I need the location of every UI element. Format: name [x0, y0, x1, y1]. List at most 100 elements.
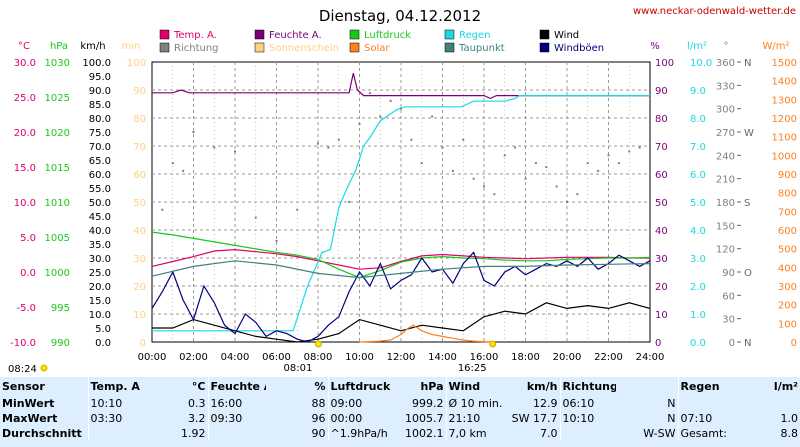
- direction-point: [586, 162, 589, 165]
- direction-point: [151, 216, 153, 219]
- y-tick-label: 10.0: [14, 198, 36, 209]
- stats-row-label: MaxWert: [2, 412, 58, 425]
- direction-point: [566, 201, 568, 203]
- y-tick-label: 15.0: [89, 296, 111, 307]
- legend-swatch: [349, 42, 360, 53]
- stats-direction-value: W-SW: [643, 427, 676, 440]
- y-tick-label: 0.0: [95, 338, 111, 349]
- direction-point: [379, 115, 382, 118]
- direction-point: [524, 177, 527, 180]
- y-tick-label: 270: [716, 128, 735, 139]
- stats-header-spacer: [616, 377, 678, 396]
- stats-direction-time: 10:10: [559, 411, 616, 426]
- series-line-wind: [152, 302, 651, 343]
- stats-row-label: Durchschnitt: [2, 427, 82, 440]
- y-tick-label: 40.0: [89, 226, 111, 237]
- y-tick-label: 360: [716, 58, 735, 69]
- stats-wind-note: 7,0 km: [445, 426, 504, 441]
- y-tick-label: 6.0: [690, 170, 706, 181]
- stats-header-wind-unit: km/h: [526, 380, 558, 393]
- y-tick-label: 1400: [772, 77, 797, 88]
- y-tick-label: 1015: [45, 163, 70, 174]
- direction-point: [607, 154, 610, 157]
- y-tick-label: 1000: [45, 268, 70, 279]
- series-line-windb-en: [151, 251, 651, 343]
- y-tick-label: 995: [51, 303, 70, 314]
- y-tick-label: 1300: [772, 95, 797, 106]
- y-tick-label: 600: [778, 226, 797, 237]
- direction-point: [296, 208, 299, 211]
- stats-header-rain: Regen: [677, 377, 736, 396]
- y-tick-label: 50: [655, 198, 668, 209]
- y-tick-label: 500: [778, 245, 797, 256]
- sunrise-marker-icon: [314, 340, 322, 348]
- direction-point: [441, 146, 444, 149]
- y-tick-label: 20.0: [14, 128, 36, 139]
- stats-header-humidity-unit: %: [314, 380, 326, 393]
- direction-point: [555, 185, 558, 188]
- y-tick-label: 700: [778, 207, 797, 218]
- y-tick-label: 330: [716, 81, 735, 92]
- legend-label: Windböen: [554, 43, 604, 54]
- direction-point: [617, 162, 620, 165]
- x-tick-label: 08:00: [304, 352, 333, 363]
- stats-pressure-value: 999.2: [412, 397, 444, 410]
- weather-chart: Dienstag, 04.12.2012 www.neckar-odenwald…: [8, 6, 797, 375]
- stats-direction-time: [559, 426, 616, 441]
- y-tick-label: 990: [51, 338, 70, 349]
- y-tick-label: 20: [655, 282, 668, 293]
- y-tick-label: 85.0: [89, 100, 111, 111]
- chart-legend: Temp. A. Feuchte A. Luftdruck Regen Wind Rich…: [159, 29, 604, 54]
- y-tick-label: 50: [133, 198, 146, 209]
- direction-point: [649, 146, 651, 149]
- y-tick-label: 100: [127, 58, 146, 69]
- stats-header-rain-unit: l/m²: [773, 380, 798, 393]
- y-tick-label: 40: [655, 226, 668, 237]
- stats-row-avg: Durchschnitt 1.92 90 ^1.9hPa/h 1002.1 7,…: [0, 426, 800, 441]
- stats-header-wind: Wind: [445, 377, 504, 396]
- chart-title: Dienstag, 04.12.2012: [319, 7, 481, 25]
- stats-pressure-time: 00:00: [327, 411, 390, 426]
- direction-point: [534, 162, 537, 165]
- y-axis-unit: min: [122, 41, 141, 52]
- legend-label: Solar: [364, 43, 390, 54]
- direction-point: [254, 216, 257, 219]
- series-line-taupunkt: [151, 260, 651, 279]
- sunrise-marker-time: 08:01: [284, 363, 313, 374]
- y-tick-label: 9.0: [690, 86, 706, 97]
- legend-swatch: [159, 42, 170, 53]
- plot-grid: [152, 62, 650, 342]
- y-tick-label: 400: [778, 263, 797, 274]
- stats-humidity-value: 96: [311, 412, 326, 425]
- stats-direction-value: N: [667, 397, 676, 410]
- y-tick-label: 80: [133, 114, 146, 125]
- y-tick-label: 0: [729, 338, 735, 349]
- direction-point: [317, 142, 319, 145]
- direction-point: [493, 193, 496, 196]
- direction-point: [192, 131, 195, 133]
- stats-wind-value: SW 17.7: [511, 412, 558, 425]
- legend-swatch: [254, 29, 265, 40]
- y-tick-label: 8.0: [690, 114, 706, 125]
- legend-swatch: [254, 42, 265, 53]
- stats-temp-value: 1.92: [181, 427, 206, 440]
- y-tick-label: 100.0: [82, 58, 111, 69]
- y-tick-label: 300: [778, 282, 797, 293]
- direction-point: [420, 162, 423, 165]
- stats-temp-value: 0.3: [188, 397, 206, 410]
- compass-label: O: [744, 268, 752, 279]
- y-tick-label: 30.0: [89, 254, 111, 265]
- stats-temp-time: 03:30: [87, 411, 140, 426]
- x-tick-label: 00:00: [138, 352, 167, 363]
- direction-point: [348, 201, 351, 203]
- direction-point: [628, 150, 631, 153]
- y-tick-label: 100: [778, 319, 797, 330]
- y-tick-label: 30: [655, 254, 668, 265]
- sun-markers: 08:01 16:25 08:24: [8, 340, 497, 375]
- site-link[interactable]: www.neckar-odenwald-wetter.de: [633, 6, 796, 17]
- series-line-regen: [152, 94, 650, 332]
- y-tick-label: 1030: [45, 58, 70, 69]
- legend-label: Feuchte A.: [269, 30, 322, 41]
- y-tick-label: 3.0: [690, 254, 706, 265]
- y-tick-label: 25.0: [14, 93, 36, 104]
